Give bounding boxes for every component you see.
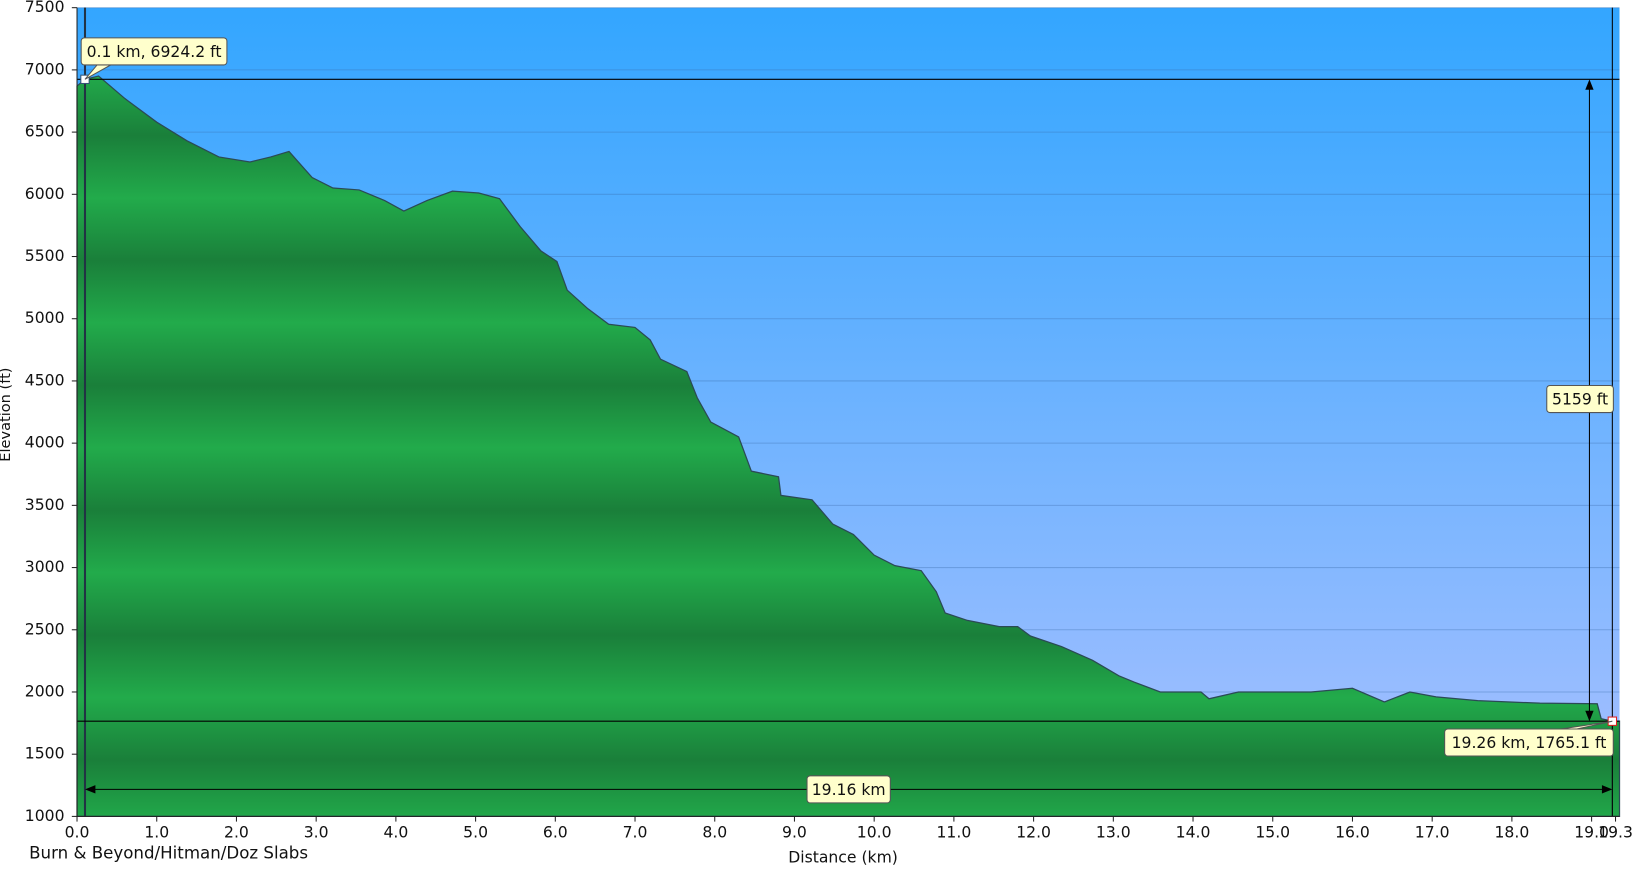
start-callout-label: 0.1 km, 6924.2 ft bbox=[87, 43, 222, 61]
height-measure-label: 5159 ft bbox=[1552, 391, 1608, 409]
y-tick-label: 4000 bbox=[25, 434, 65, 452]
x-tick-label: 0.0 bbox=[65, 824, 90, 842]
x-tick-label: 12.0 bbox=[1016, 824, 1051, 842]
x-tick-label: 18.0 bbox=[1495, 824, 1530, 842]
y-tick-label: 2000 bbox=[25, 682, 65, 700]
x-tick-label: 10.0 bbox=[857, 824, 892, 842]
end-callout: 19.26 km, 1765.1 ft bbox=[1444, 728, 1614, 757]
distance-measure-box bbox=[806, 775, 891, 804]
y-tick-label: 5500 bbox=[25, 247, 65, 265]
x-tick-label: 13.0 bbox=[1096, 824, 1131, 842]
start-callout: 0.1 km, 6924.2 ft bbox=[80, 37, 228, 66]
x-tick-label: 6.0 bbox=[543, 824, 568, 842]
arrowhead bbox=[1585, 79, 1594, 90]
arrowhead bbox=[1601, 785, 1613, 794]
x-tick-label: 19.3 bbox=[1598, 824, 1632, 842]
start-callout-box bbox=[80, 37, 228, 66]
end-callout-label: 19.26 km, 1765.1 ft bbox=[1452, 734, 1607, 752]
distance-measure-label: 19.16 km bbox=[812, 781, 886, 799]
arrowhead bbox=[84, 785, 96, 794]
y-tick-label: 7500 bbox=[25, 0, 65, 16]
x-tick-label: 5.0 bbox=[463, 824, 488, 842]
y-tick-label: 1000 bbox=[25, 807, 65, 825]
x-tick-label: 7.0 bbox=[623, 824, 648, 842]
x-tick-label: 19.0 bbox=[1574, 824, 1609, 842]
y-axis-label: Elevation (ft) bbox=[0, 368, 14, 462]
x-tick-label: 14.0 bbox=[1176, 824, 1211, 842]
distance-measure: 19.16 km bbox=[806, 775, 891, 804]
y-tick-label: 5000 bbox=[25, 309, 65, 327]
y-tick-label: 2500 bbox=[25, 620, 65, 638]
x-tick-label: 2.0 bbox=[224, 824, 249, 842]
x-tick-label: 17.0 bbox=[1415, 824, 1450, 842]
y-tick-label: 6000 bbox=[25, 185, 65, 203]
y-tick-label: 6500 bbox=[25, 123, 65, 141]
x-tick-label: 1.0 bbox=[144, 824, 169, 842]
x-tick-label: 16.0 bbox=[1335, 824, 1370, 842]
y-tick-label: 7000 bbox=[25, 60, 65, 78]
y-tick-label: 3500 bbox=[25, 496, 65, 514]
x-axis-label: Distance (km) bbox=[788, 849, 898, 867]
end-callout-box bbox=[1444, 728, 1614, 757]
height-measure-box bbox=[1546, 384, 1614, 414]
chart-title: Burn & Beyond/Hitman/Doz Slabs bbox=[29, 843, 308, 862]
x-tick-label: 8.0 bbox=[702, 824, 727, 842]
x-tick-label: 15.0 bbox=[1255, 824, 1290, 842]
arrowhead bbox=[1585, 710, 1594, 722]
x-tick-label: 11.0 bbox=[937, 824, 972, 842]
x-tick-label: 3.0 bbox=[304, 824, 329, 842]
y-tick-label: 4500 bbox=[25, 371, 65, 389]
x-tick-label: 9.0 bbox=[782, 824, 807, 842]
y-tick-label: 3000 bbox=[25, 558, 65, 576]
elevation-area bbox=[76, 75, 1621, 818]
x-tick-label: 4.0 bbox=[383, 824, 408, 842]
height-measure: 5159 ft bbox=[1546, 384, 1614, 414]
y-tick-label: 1500 bbox=[25, 745, 65, 763]
